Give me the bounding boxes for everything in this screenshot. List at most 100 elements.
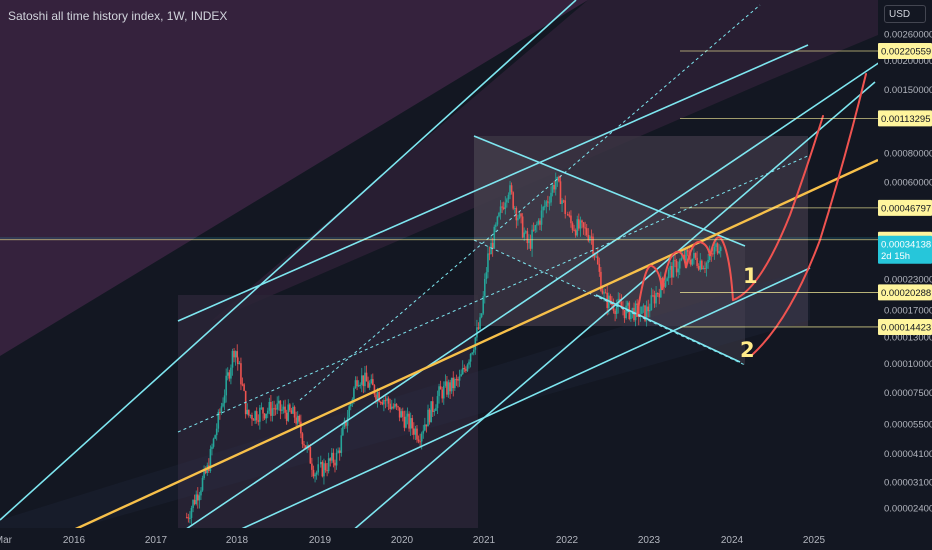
upper-parallel-line [0, 0, 577, 521]
x-tick-label: 2023 [638, 535, 661, 546]
candle-body [442, 385, 445, 399]
price-level-box [878, 110, 932, 127]
candle-body [554, 179, 557, 190]
candle-body [222, 403, 224, 407]
candle-body [187, 517, 190, 519]
candle-body [254, 411, 256, 421]
candle-body [718, 251, 720, 254]
candle-body [397, 406, 399, 408]
candle-body [707, 260, 709, 264]
candle-body [436, 396, 439, 409]
candle-body [694, 253, 697, 258]
candle-body [543, 206, 546, 208]
candle-body [419, 441, 421, 443]
log-trend-line [29, 158, 879, 550]
candle-body [381, 402, 384, 405]
candle-body [653, 295, 656, 304]
candle-body [644, 305, 646, 321]
candle-body [539, 220, 541, 225]
candle-body [262, 407, 264, 414]
candle-body [441, 389, 444, 399]
candle-body [699, 260, 702, 270]
candle-body [367, 381, 369, 388]
candle-body [416, 428, 418, 440]
candle-body [582, 222, 585, 228]
candle-body [656, 293, 659, 295]
y-tick-label: 0.00080000 [884, 149, 932, 160]
candle-body [447, 382, 450, 395]
candle-body [666, 278, 668, 282]
candle-body [349, 402, 352, 407]
candle-body [667, 269, 670, 279]
candle-body [243, 384, 245, 391]
candle-body [547, 201, 549, 203]
candle-body [217, 411, 220, 429]
candle-body [483, 278, 486, 297]
candle-body [348, 406, 350, 418]
candle-body [289, 404, 291, 411]
candle-body [215, 428, 218, 436]
candle-body [246, 409, 249, 415]
descending-channel-top [473, 135, 746, 247]
candle-body [568, 215, 571, 217]
candle-body [504, 202, 507, 209]
candle-body [450, 377, 453, 392]
candle-body [335, 452, 338, 466]
candle-body [252, 419, 255, 421]
mid-rising-line [154, 61, 881, 550]
y-tick-label: 0.00005500 [884, 419, 932, 430]
candle-body [265, 413, 267, 419]
candle-body [231, 350, 234, 368]
candle-body [509, 185, 511, 195]
currency-selector[interactable]: USD [884, 5, 926, 23]
candle-body [715, 243, 717, 248]
candle-body [430, 401, 432, 423]
candle-body [359, 384, 362, 386]
candle-body [386, 398, 388, 401]
candle-body [523, 232, 526, 238]
candle-body [303, 444, 305, 446]
candle-body [378, 392, 380, 402]
candle-body [578, 219, 580, 229]
candle-body [373, 385, 376, 395]
candle-body [433, 410, 436, 412]
candle-body [587, 234, 590, 241]
candle-body [672, 260, 675, 278]
candle-body [598, 264, 601, 272]
candle-body [327, 458, 330, 472]
candle-body [408, 413, 410, 429]
candle-body [376, 392, 379, 400]
candle-body [592, 236, 594, 254]
candle-body [551, 184, 554, 193]
candle-body [472, 349, 475, 353]
candle-body [600, 271, 602, 291]
candle-body [713, 247, 716, 255]
candle-body [290, 410, 293, 414]
candle-body [312, 469, 315, 477]
candle-body [590, 236, 593, 238]
candle-body [680, 258, 683, 261]
candle-body [400, 411, 403, 418]
candle-body [337, 450, 339, 453]
candle-body [495, 224, 497, 227]
candle-body [296, 415, 299, 424]
candle-body [387, 398, 390, 404]
candle-body [701, 260, 703, 270]
candle-body [545, 201, 548, 207]
candle-body [520, 213, 522, 217]
candle-body [631, 307, 634, 311]
candle-body [370, 379, 373, 384]
candle-body [466, 364, 469, 371]
candle-body [342, 427, 344, 436]
candle-body [241, 384, 244, 386]
chart-title: Satoshi all time history index, 1W, INDE… [8, 9, 228, 23]
y-tick-label: 0.00003100 [884, 478, 932, 489]
candle-body [460, 374, 462, 377]
candle-body [491, 242, 494, 249]
candle-body [663, 282, 665, 287]
price-level-box [878, 318, 932, 335]
y-tick-label: 0.00200000 [884, 56, 932, 67]
x-tick-label: 2024 [721, 535, 744, 546]
candle-body [379, 401, 382, 403]
